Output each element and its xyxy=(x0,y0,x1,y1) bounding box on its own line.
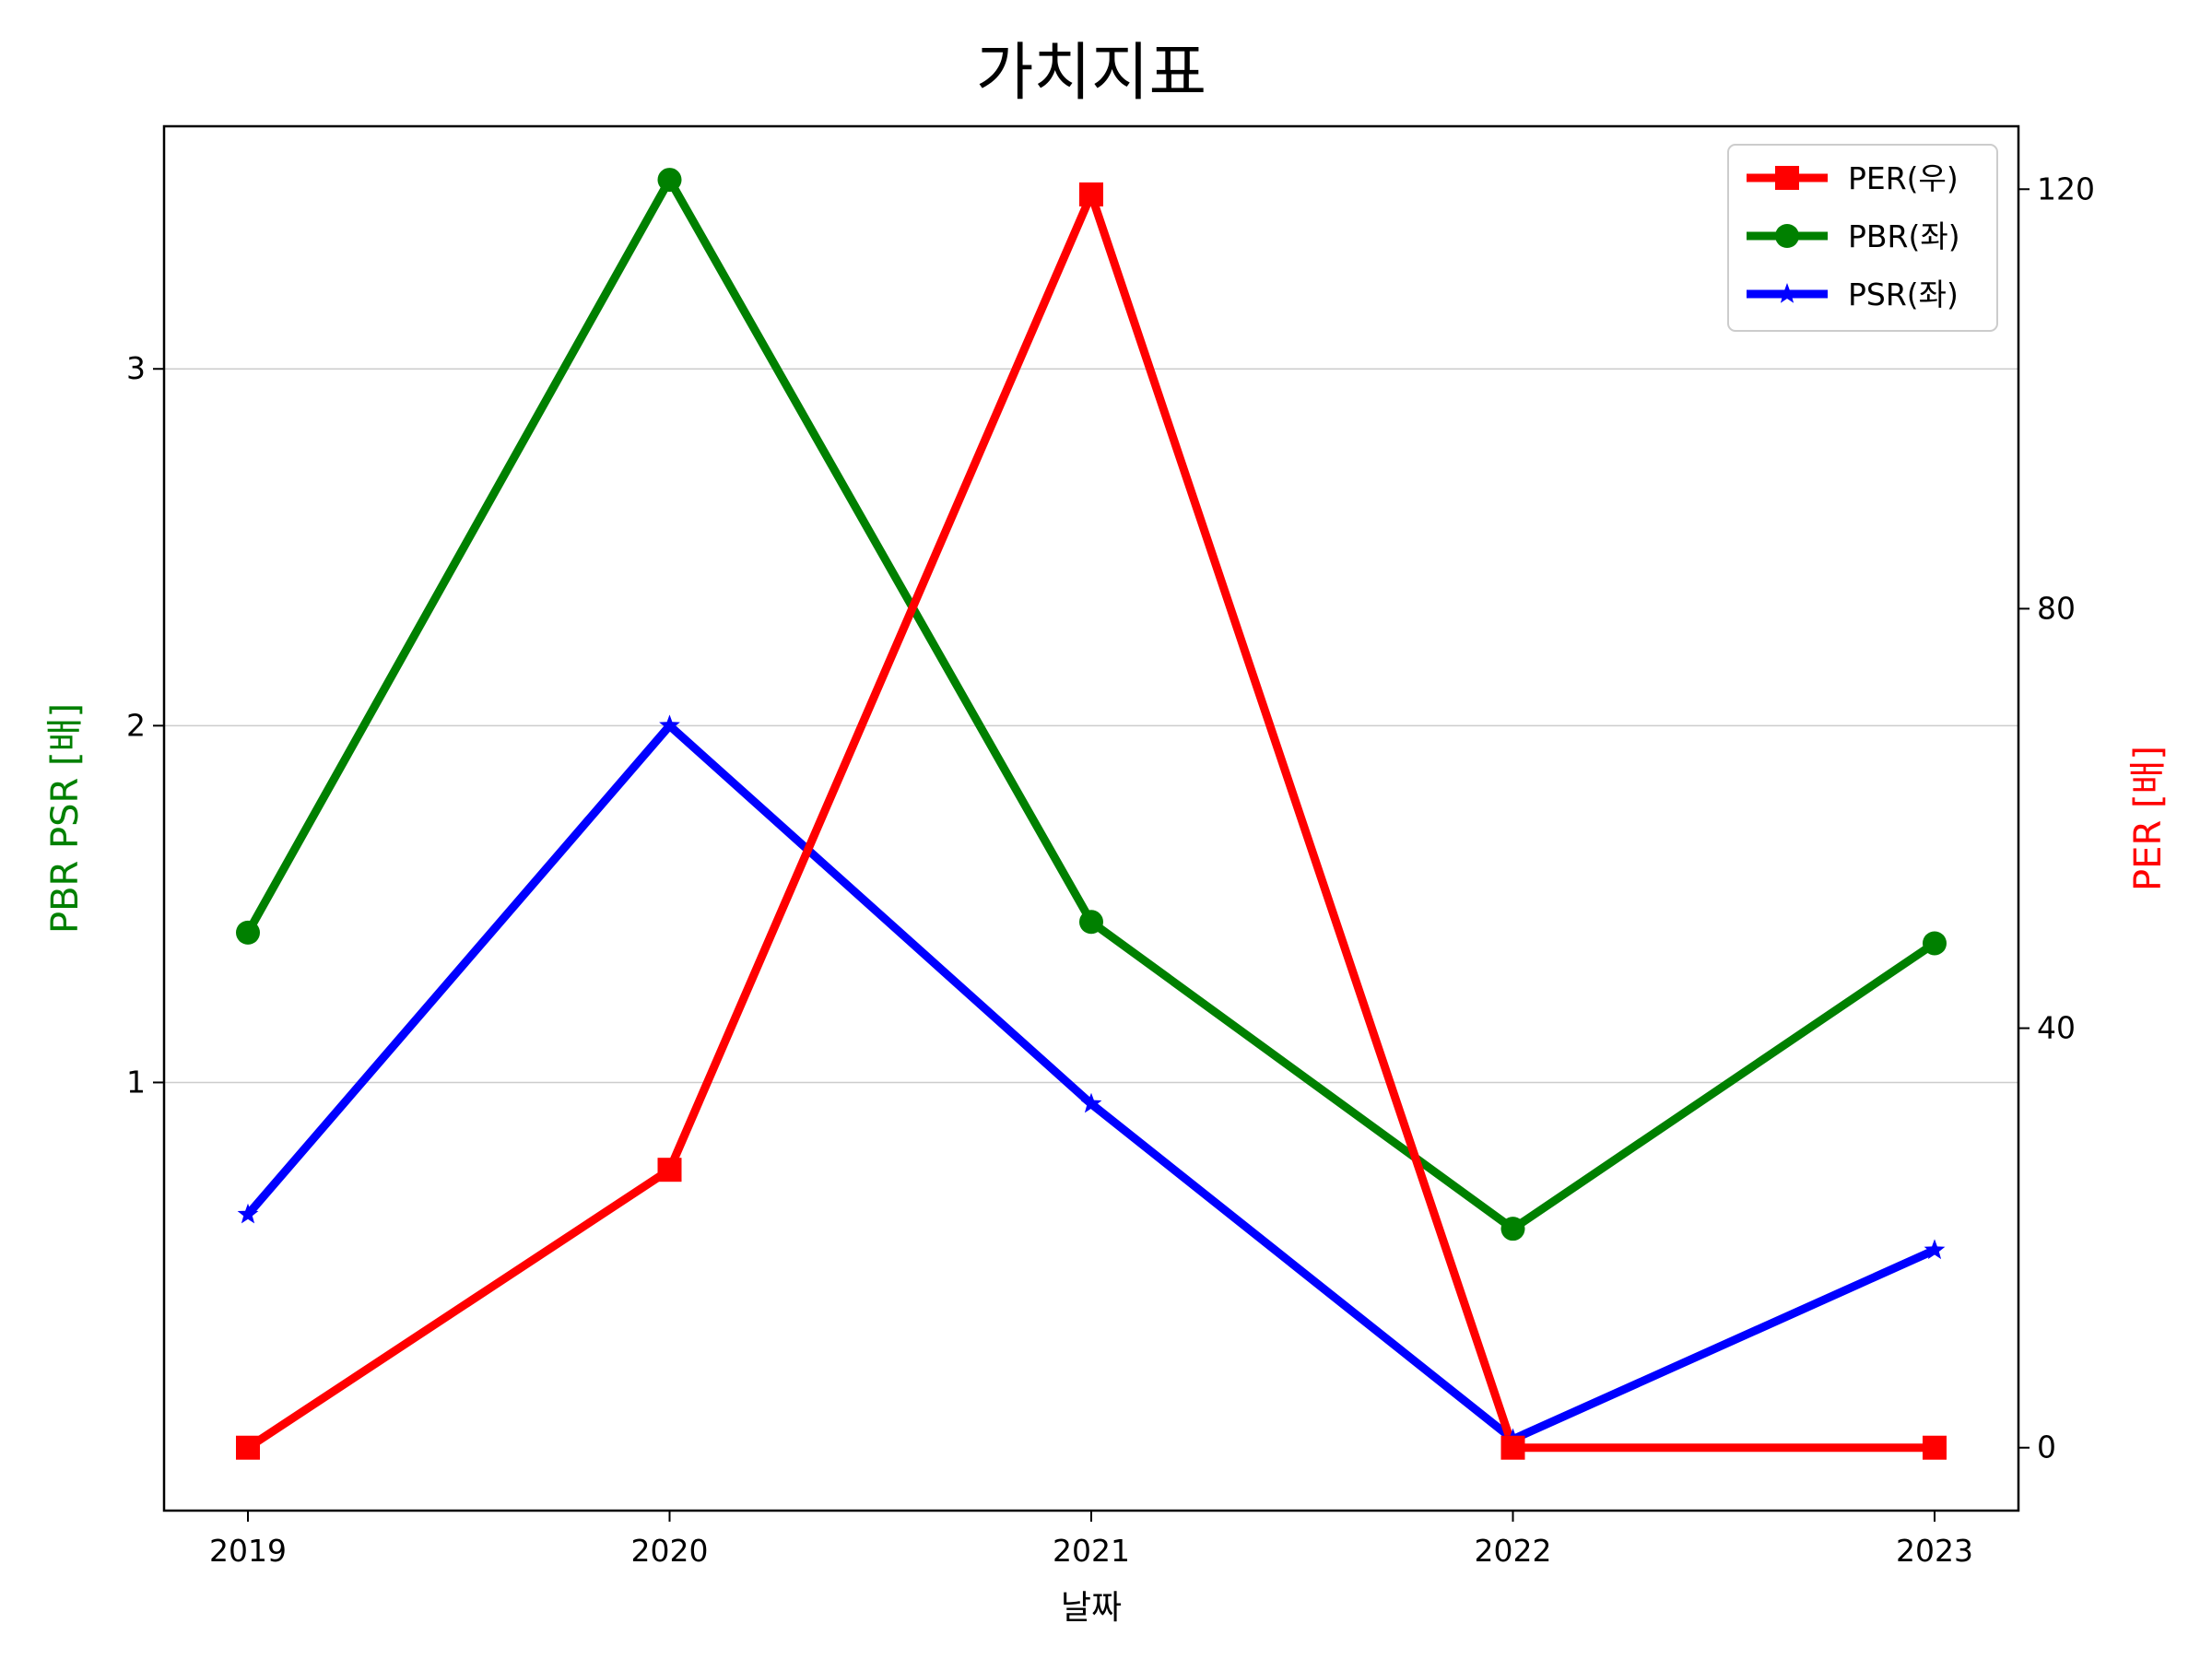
x-tick-label: 2022 xyxy=(1475,1533,1552,1569)
x-tick-label: 2023 xyxy=(1896,1533,1973,1569)
left-tick-label: 2 xyxy=(126,707,146,743)
x-axis: 2019 2020 2021 2022 2023 xyxy=(209,1511,1973,1569)
data-point xyxy=(1080,1092,1102,1113)
right-y-axis-label: PER [배] xyxy=(2127,746,2170,891)
data-point xyxy=(1500,1217,1525,1241)
left-tick-label: 1 xyxy=(126,1064,146,1100)
right-y-axis: 0 40 80 120 xyxy=(2018,171,2095,1465)
left-tick-label: 3 xyxy=(126,350,146,386)
left-y-axis-label: PBR PSR [배] xyxy=(44,703,87,934)
data-point xyxy=(236,1435,260,1460)
legend-marker xyxy=(1776,283,1798,303)
series-markers xyxy=(236,168,1947,1460)
data-point xyxy=(1924,1239,1946,1260)
legend: PER(우) PBR(좌) PSR(좌) xyxy=(1727,144,1998,332)
right-tick-label: 40 xyxy=(2037,1010,2076,1046)
chart-title: 가치지표 xyxy=(976,37,1206,110)
x-axis-label: 날짜 xyxy=(1061,1589,1122,1627)
plot-frame xyxy=(162,124,2020,1512)
legend-label: PBR(좌) xyxy=(1848,218,1960,254)
series-line xyxy=(243,190,1939,1453)
x-tick-label: 2021 xyxy=(1053,1533,1130,1569)
data-point xyxy=(1500,1435,1525,1460)
data-point xyxy=(657,1158,682,1182)
data-point xyxy=(1923,1435,1947,1460)
legend-label: PSR(좌) xyxy=(1848,276,1959,312)
legend-marker xyxy=(1775,224,1799,248)
data-point xyxy=(1079,910,1103,935)
data-point xyxy=(657,168,682,193)
data-point xyxy=(659,714,680,735)
data-point xyxy=(1923,931,1947,956)
grid-lines xyxy=(164,368,2018,1084)
x-tick-label: 2020 xyxy=(631,1533,709,1569)
x-tick-label: 2019 xyxy=(209,1533,287,1569)
data-point xyxy=(237,1203,259,1224)
right-tick-label: 120 xyxy=(2037,171,2095,206)
legend-marker xyxy=(1775,166,1799,190)
left-y-axis: 1 2 3 xyxy=(126,350,164,1100)
right-tick-label: 0 xyxy=(2037,1430,2056,1465)
series-line xyxy=(243,175,1939,1233)
legend-box xyxy=(1727,144,1998,332)
series-lines xyxy=(243,175,1939,1453)
legend-label: PER(우) xyxy=(1848,160,1959,196)
data-point xyxy=(236,920,260,945)
right-tick-label: 80 xyxy=(2037,590,2076,626)
data-point xyxy=(1079,182,1103,206)
